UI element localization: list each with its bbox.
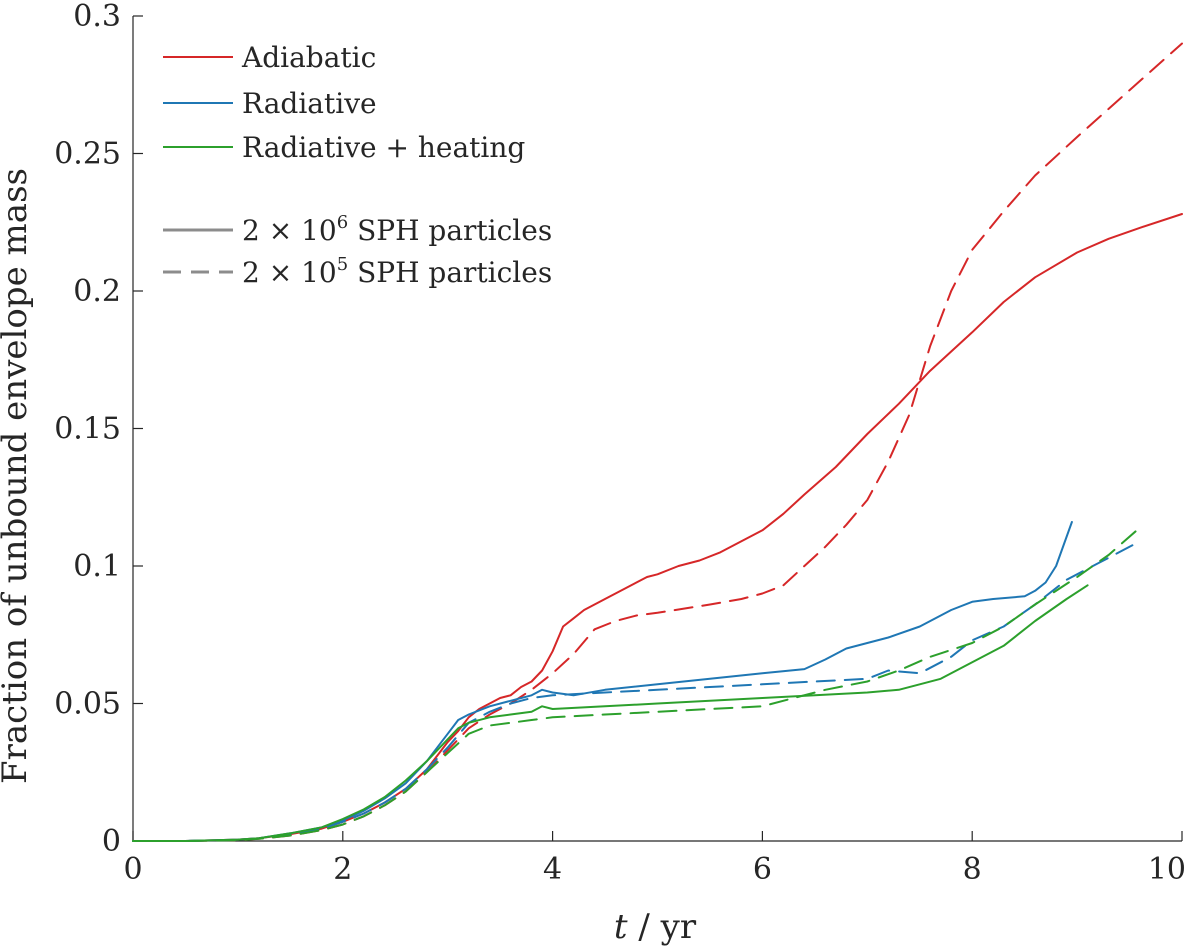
- x-axis-unit: / yr: [628, 907, 697, 947]
- legend-label: Radiative: [242, 87, 377, 120]
- y-tick-label: 0.3: [73, 0, 121, 34]
- y-axis-ticks: 0 0.05 0.1 0.15 0.2 0.25 0.3: [54, 0, 143, 859]
- y-tick-label: 0.25: [54, 137, 121, 172]
- x-tick-label: 0: [123, 852, 142, 887]
- y-tick-label: 0.1: [73, 549, 121, 584]
- x-axis-title: t / yr: [614, 907, 697, 947]
- series-line-adiabatic-2-10-5-sph-particles: [132, 42, 1183, 842]
- series-line-radiative-heating-2-10-5-sph-particles: [132, 526, 1141, 842]
- x-tick-label: 4: [543, 852, 562, 887]
- x-tick-label: 2: [333, 852, 352, 887]
- series-layer: [132, 42, 1183, 842]
- legend-style-label: 2 × 106 SPH particles: [242, 212, 552, 247]
- x-tick-label: 10: [1148, 852, 1186, 887]
- legend-style-label: 2 × 105 SPH particles: [242, 254, 552, 289]
- series-line-radiative-heating-2-10-6-sph-particles: [132, 584, 1089, 842]
- y-axis-title: Fraction of unbound envelope mass: [0, 168, 35, 784]
- y-tick-label: 0.05: [54, 687, 121, 722]
- y-tick-label: 0.2: [73, 274, 121, 309]
- series-line-radiative-2-10-6-sph-particles: [132, 521, 1073, 842]
- x-tick-label: 6: [753, 852, 772, 887]
- x-axis-variable: t: [614, 907, 628, 947]
- y-tick-label: 0.15: [54, 412, 121, 447]
- y-tick-label: 0: [102, 824, 121, 859]
- series-line-adiabatic-2-10-6-sph-particles: [132, 213, 1183, 842]
- x-tick-label: 8: [963, 852, 982, 887]
- legend-label: Adiabatic: [241, 41, 376, 74]
- x-axis-ticks: 0 2 4 6 8 10: [123, 831, 1186, 887]
- legend-label: Radiative + heating: [242, 131, 525, 164]
- legend: Adiabatic Radiative Radiative + heating 2 ×…: [163, 41, 552, 289]
- series-line-radiative-2-10-5-sph-particles: [132, 540, 1141, 842]
